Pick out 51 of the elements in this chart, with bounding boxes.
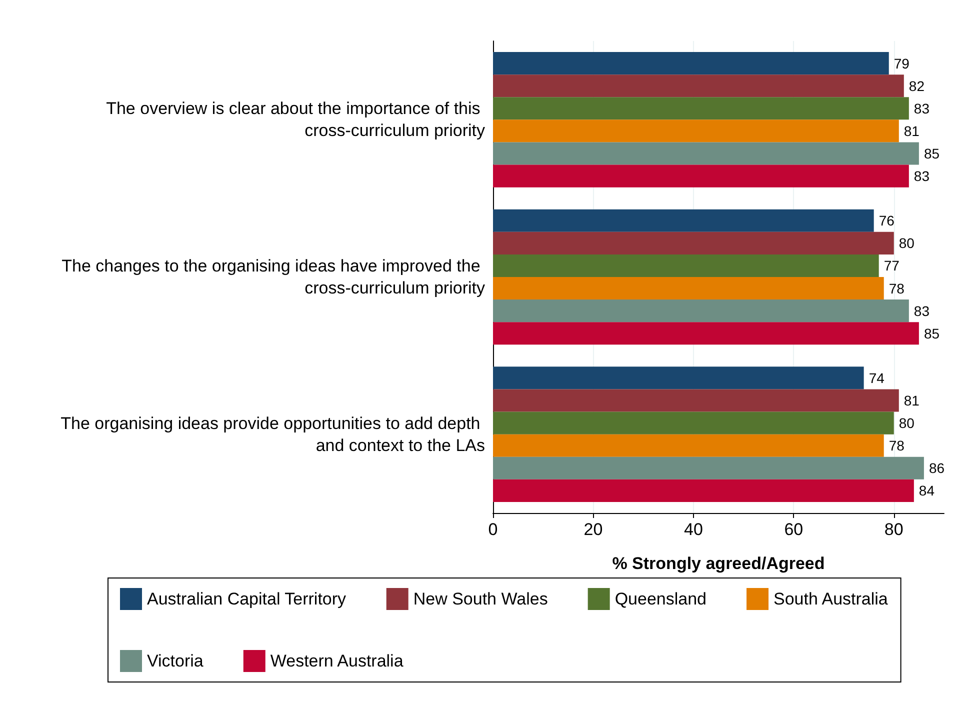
data-label: 77 (884, 258, 900, 274)
legend-label: Western Australia (270, 652, 404, 670)
bar (493, 142, 919, 165)
data-label: 78 (888, 280, 905, 296)
y-tick-label: The organising ideas provide opportunities to add depth and context to the LAs (60, 414, 485, 455)
data-label: 82 (908, 78, 925, 94)
legend-label: New South Wales (413, 590, 548, 608)
bar (493, 389, 899, 412)
x-tick-label: 40 (684, 520, 703, 539)
bar (493, 434, 884, 457)
bar (493, 456, 924, 480)
bar (493, 52, 889, 75)
legend-label: Victoria (147, 652, 204, 670)
data-label: 78 (888, 438, 905, 454)
legend-label: Queensland (614, 590, 707, 608)
data-label: 80 (898, 415, 915, 432)
y-tick-label: The changes to the organising ideas have improved the cross-curriculum priority (62, 256, 486, 298)
x-axis-title: % Strongly agreed/Agreed (612, 554, 825, 573)
x-tick-label: 80 (884, 520, 904, 539)
bar (493, 74, 904, 98)
data-label: 81 (904, 122, 920, 139)
bar (493, 97, 909, 120)
x-tick-label: 20 (584, 520, 603, 539)
bar (493, 300, 909, 322)
data-label: 79 (894, 55, 910, 72)
legend-label: South Australia (774, 590, 888, 608)
bar (493, 277, 884, 300)
bar (493, 209, 874, 232)
bar (493, 254, 879, 277)
data-label: 83 (914, 302, 930, 319)
data-label: 80 (898, 235, 915, 252)
data-label: 81 (904, 392, 920, 409)
bar (493, 479, 914, 502)
data-label: 85 (924, 325, 940, 342)
y-tick-label: The overview is clear about the importance of this cross-curriculum priority (106, 99, 486, 140)
bar (493, 120, 899, 142)
x-tick-label: 0 (488, 520, 498, 539)
bar (493, 322, 919, 345)
data-label: 86 (928, 460, 945, 476)
bar (493, 412, 894, 434)
data-label: 84 (918, 482, 935, 499)
bar (493, 232, 894, 254)
data-label: 74 (868, 370, 885, 386)
data-label: 83 (914, 100, 930, 116)
x-tick-label: 60 (784, 520, 804, 539)
bar (493, 366, 864, 390)
data-label: 76 (878, 212, 895, 229)
legend-label: Australian Capital Territory (147, 590, 347, 608)
bar (493, 164, 909, 188)
data-label: 83 (914, 168, 930, 184)
data-label: 85 (924, 145, 940, 162)
